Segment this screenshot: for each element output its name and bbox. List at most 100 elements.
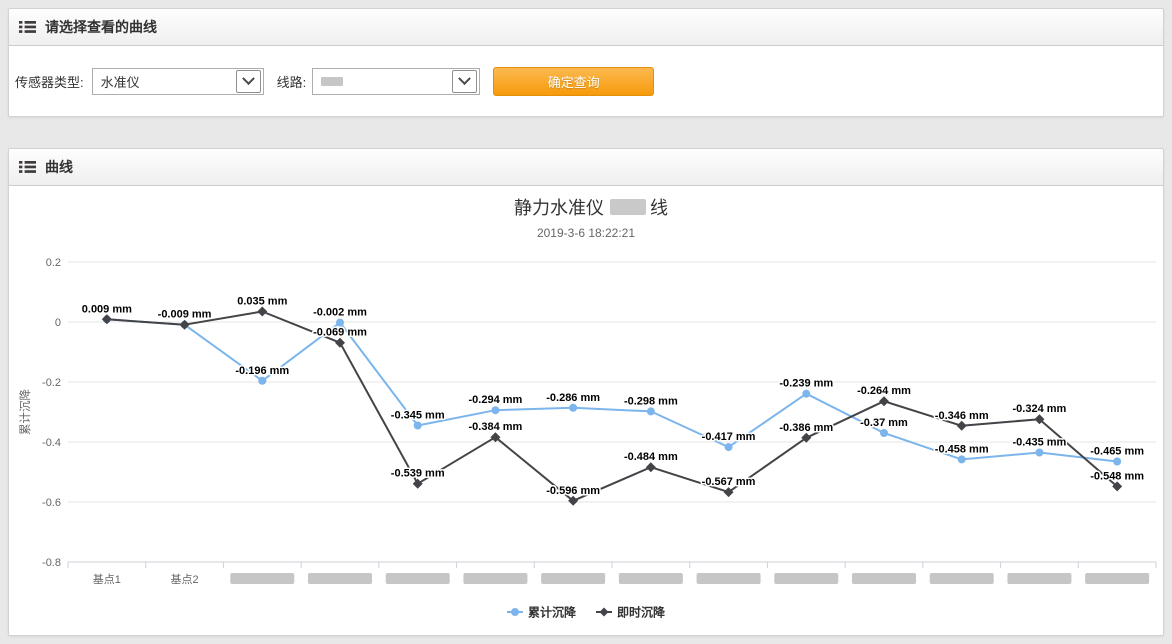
chart-title-text: 静力水准仪 [514,198,604,218]
y-tick-label: -0.6 [42,497,61,509]
data-label: -0.069 mm [313,327,367,339]
data-label: -0.386 mm [779,422,833,434]
data-point-marker[interactable] [956,420,967,431]
redacted-x-label [696,573,761,584]
query-button[interactable]: 确定查询 [493,66,655,96]
chart-title-suffix: 线 [650,198,668,218]
data-label: -0.465 mm [1090,446,1144,458]
legend-item-cumulative[interactable]: 累计沉降 [507,605,577,620]
sensor-type-select[interactable]: 水准仪 [91,67,264,95]
data-label: 0.035 mm [237,296,287,308]
line-select[interactable] [312,67,481,95]
data-label: -0.286 mm [546,392,600,404]
redacted-x-label [618,573,683,584]
data-point-marker[interactable] [413,421,422,430]
redacted-x-label [929,573,994,584]
y-tick-label: 0.2 [46,257,61,269]
data-label: -0.539 mm [391,468,445,480]
series-line [106,310,1118,502]
x-tick-label: 基点1 [93,573,121,586]
series-instant [101,306,1123,506]
data-point-marker[interactable] [645,462,656,473]
redacted-x-label [1085,573,1150,584]
filter-panel: 请选择查看的曲线 传感器类型: 水准仪 线路: 确定查询 [8,8,1164,117]
legend-label: 即时沉降 [617,605,666,620]
chevron-down-icon[interactable] [235,69,261,93]
data-label: -0.548 mm [1090,470,1144,482]
y-tick-label: -0.8 [42,557,61,569]
redacted-x-label [230,573,295,584]
data-point-marker[interactable] [101,314,112,325]
data-point-marker[interactable] [335,337,345,348]
data-point-marker[interactable] [957,455,966,464]
data-point-marker[interactable] [724,443,733,452]
data-point-marker[interactable] [491,406,500,415]
data-point-marker[interactable] [880,429,888,437]
data-point-marker[interactable] [569,403,578,412]
data-label: -0.345 mm [391,410,445,422]
redacted-line-value [321,76,344,86]
chart-subtitle: 2019-3-6 18:22:21 [537,226,635,240]
data-label: -0.417 mm [702,431,756,443]
data-point-marker[interactable] [1112,481,1123,492]
y-tick-label: 0 [55,317,61,329]
data-point-marker[interactable] [257,306,268,317]
sensor-type-label: 传感器类型: [15,74,84,90]
list-icon [19,160,36,174]
series-line [106,318,1118,463]
legend-marker-icon [511,608,519,616]
data-point-marker[interactable] [1034,414,1045,425]
data-label: -0.37 mm [860,417,908,429]
legend-marker-icon [599,607,609,617]
data-label: -0.009 mm [158,309,212,321]
chevron-down-icon[interactable] [452,69,478,93]
y-axis-labels: 0.2 0 -0.2 -0.4 -0.6 -0.8 [42,257,61,569]
data-point-marker[interactable] [258,376,267,385]
chart-panel-header: 曲线 [9,149,1163,186]
data-point-marker[interactable] [568,495,579,506]
redacted-x-label [541,573,606,584]
data-point-marker[interactable] [412,478,423,489]
data-labels: 0.009 mm -0.009 mm -0.196 mm -0.002 mm -0.34… [80,294,1145,498]
data-point-marker[interactable] [801,432,812,443]
data-point-marker[interactable] [1035,448,1044,457]
data-point-marker[interactable] [179,319,190,330]
list-icon [19,20,36,34]
line-label: 线路: [276,74,307,90]
data-label: -0.435 mm [1013,437,1067,449]
redacted-x-label [852,573,916,584]
chart-title: 静力水准仪 线 [514,198,668,218]
redacted-x-label [308,573,372,584]
data-point-marker[interactable] [879,396,889,407]
redacted-x-label [385,573,450,584]
chart-panel-title: 曲线 [45,159,73,175]
redacted-x-label [774,573,839,584]
data-label: -0.346 mm [935,410,989,422]
filter-panel-header: 请选择查看的曲线 [9,9,1163,46]
data-point-marker[interactable] [490,432,501,443]
y-tick-label: -0.4 [42,437,61,449]
data-label: -0.384 mm [469,421,523,433]
legend-label: 累计沉降 [528,605,577,620]
x-tick-label: 基点2 [171,573,199,586]
redacted-x-label [463,573,528,584]
data-label: -0.002 mm [313,307,367,319]
data-label: 0.009 mm [82,303,132,315]
gridlines [68,261,1156,563]
data-point-marker[interactable] [646,407,655,416]
x-axis [67,561,1157,568]
chart-body: 0.2 0 -0.2 -0.4 -0.6 -0.8 累计沉降 基点1 基点2 静力水准仪 线 201… [9,186,1163,636]
data-label: -0.298 mm [624,395,678,407]
y-axis-title: 累计沉降 [18,389,32,435]
data-label: -0.239 mm [779,378,833,390]
data-point-marker[interactable] [1113,457,1122,466]
data-point-marker[interactable] [723,487,734,498]
y-tick-label: -0.2 [42,377,61,389]
data-point-marker[interactable] [336,318,344,327]
data-label: -0.264 mm [857,385,911,397]
data-label: -0.196 mm [235,365,289,377]
data-label: -0.458 mm [935,443,989,455]
data-point-marker[interactable] [802,389,811,398]
legend-item-instant[interactable]: 即时沉降 [596,605,666,620]
